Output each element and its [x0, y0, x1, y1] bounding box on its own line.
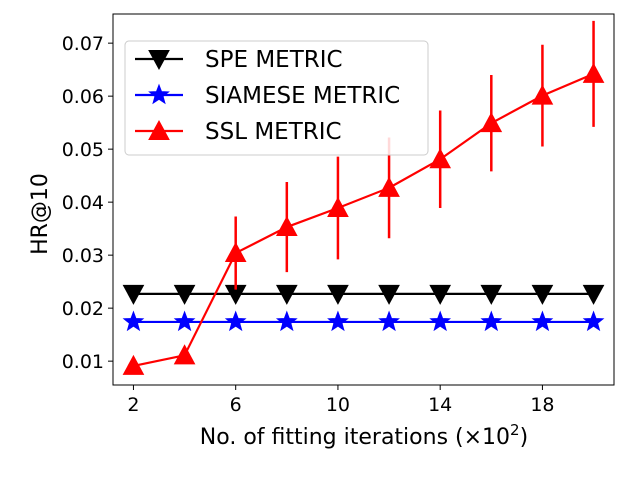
data-point — [275, 216, 298, 237]
y-tick-label: 0.02 — [62, 298, 104, 320]
data-point — [173, 344, 196, 365]
data-point — [480, 112, 503, 133]
data-point — [122, 354, 145, 375]
y-tick-label: 0.01 — [62, 351, 104, 373]
data-point — [173, 284, 196, 305]
y-tick-label: 0.04 — [62, 192, 104, 214]
data-point — [480, 284, 503, 305]
series-spe-metric — [122, 284, 605, 305]
legend-marker — [148, 119, 170, 140]
data-point — [582, 310, 605, 332]
y-axis-title: HR@10 — [28, 173, 53, 255]
data-point — [531, 284, 554, 305]
series-layer — [122, 20, 605, 375]
plot-frame — [112, 13, 615, 386]
legend: SPE METRIC SIAMESE METRIC SSL METRIC — [124, 40, 429, 156]
data-point — [378, 310, 400, 332]
data-point — [327, 310, 349, 332]
axes-layer: 2 6 10 14 18 0.01 0.02 0.03 0.04 0.05 0.06 0.07 — [62, 13, 615, 416]
data-point — [122, 284, 145, 305]
data-point — [173, 310, 196, 332]
series-ssl-metric — [122, 20, 605, 375]
data-point — [429, 284, 452, 305]
series-line — [133, 72, 594, 367]
data-point — [429, 310, 452, 332]
legend-marker — [148, 83, 170, 105]
y-tick-label: 0.07 — [62, 33, 104, 55]
data-point — [429, 148, 452, 169]
x-tick-label: 10 — [326, 394, 350, 416]
legend-box — [124, 40, 429, 156]
x-tick-label: 14 — [428, 394, 452, 416]
legend-marker — [148, 50, 170, 71]
data-point — [378, 176, 400, 197]
y-tick-label: 0.05 — [62, 139, 104, 161]
data-point — [327, 284, 349, 305]
x-axis-title: No. of fitting iterations (×102) — [200, 421, 528, 450]
data-point — [531, 84, 554, 105]
y-tick-label: 0.03 — [62, 245, 104, 267]
legend-item-siamese-metric: SIAMESE METRIC — [135, 83, 400, 109]
x-axis-title-main: No. of fitting iterations (×10 — [200, 425, 510, 450]
x-tick-label: 6 — [230, 394, 242, 416]
data-point — [275, 310, 298, 332]
x-axis-title-close: ) — [520, 425, 529, 450]
data-point — [378, 284, 400, 305]
data-point — [582, 284, 605, 305]
legend-item-spe-metric: SPE METRIC — [135, 47, 343, 73]
data-point — [582, 62, 605, 83]
data-point — [327, 196, 349, 217]
series-siamese-metric — [122, 310, 605, 332]
x-tick-label: 2 — [127, 394, 139, 416]
x-tick-label: 18 — [530, 394, 554, 416]
legend-label: SIAMESE METRIC — [205, 83, 400, 109]
data-point — [224, 310, 247, 332]
data-point — [480, 310, 503, 332]
x-axis-title-exponent: 2 — [510, 421, 520, 439]
data-point — [531, 310, 554, 332]
data-point — [224, 241, 247, 263]
legend-item-ssl-metric: SSL METRIC — [135, 119, 342, 145]
data-point — [275, 284, 298, 305]
y-tick-label: 0.06 — [62, 86, 104, 108]
legend-label: SPE METRIC — [205, 47, 343, 73]
legend-label: SSL METRIC — [205, 119, 342, 145]
data-point — [122, 310, 145, 332]
